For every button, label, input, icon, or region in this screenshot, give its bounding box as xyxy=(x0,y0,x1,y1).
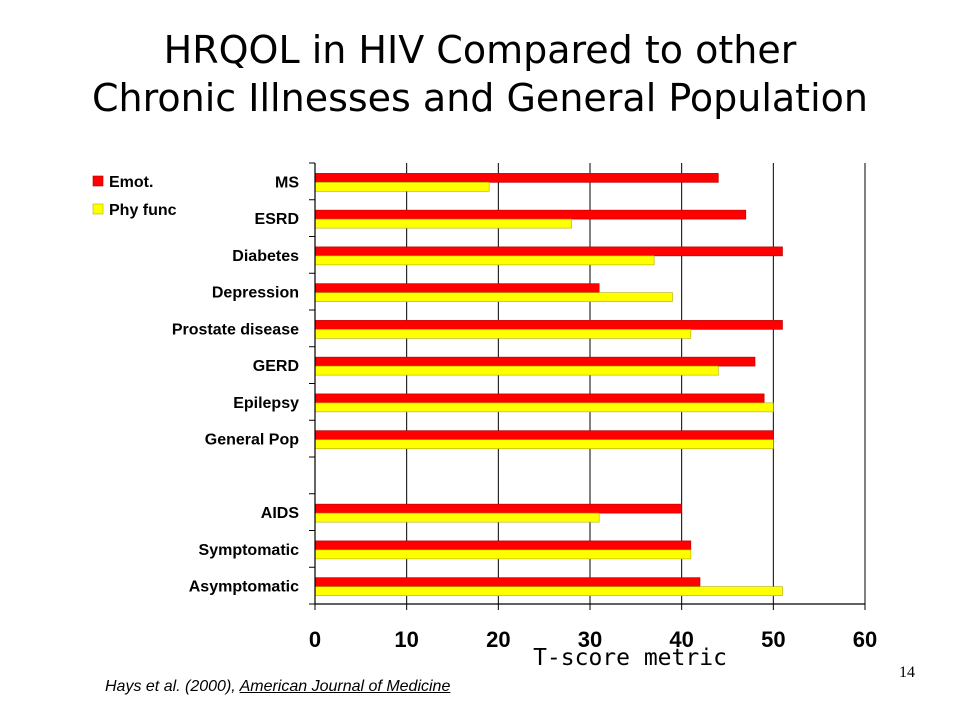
category-label: ESRD xyxy=(255,211,299,228)
bar-phy-func xyxy=(314,586,783,596)
x-tick-label: 50 xyxy=(761,627,785,652)
bar-emot xyxy=(314,283,600,293)
category-label: GERD xyxy=(253,358,299,375)
bar-emot xyxy=(314,393,765,404)
bar-phy-func xyxy=(314,182,490,192)
bar-emot xyxy=(314,577,701,587)
category-label: Symptomatic xyxy=(199,542,300,559)
x-tick-label: 30 xyxy=(578,627,602,652)
title-line-1: HRQOL in HIV Compared to other xyxy=(163,28,797,72)
category-label: MS xyxy=(275,174,299,191)
citation: Hays et al. (2000), American Journal of … xyxy=(105,678,450,696)
bar-emot xyxy=(314,209,747,220)
legend-label-phy-func: Phy func xyxy=(109,202,177,219)
bar-phy-func xyxy=(314,292,673,302)
citation-journal: American Journal of Medicine xyxy=(239,678,451,695)
x-tick-label: 60 xyxy=(853,627,877,652)
x-tick-label: 10 xyxy=(394,627,418,652)
bar-phy-func xyxy=(314,218,572,229)
category-label: Asymptomatic xyxy=(189,579,299,596)
bar-phy-func xyxy=(314,402,774,413)
bar-emot xyxy=(314,173,719,183)
bar-phy-func xyxy=(314,255,655,266)
category-label: Depression xyxy=(212,285,299,302)
x-tick-label: 0 xyxy=(309,627,321,652)
slide-title: HRQOL in HIV Compared to other Chronic I… xyxy=(0,26,960,122)
x-tick-label: 20 xyxy=(486,627,510,652)
category-label: AIDS xyxy=(261,505,300,522)
bar-emot xyxy=(314,430,774,440)
bar-phy-func xyxy=(314,329,692,339)
bar-phy-func xyxy=(314,439,774,449)
bar-emot xyxy=(314,246,783,257)
citation-authors: Hays et al. (2000), xyxy=(105,678,240,695)
title-line-2: Chronic Illnesses and General Population xyxy=(92,76,868,120)
legend-label-emot: Emot. xyxy=(109,174,153,191)
legend-swatch-emot xyxy=(92,175,104,187)
category-label: Epilepsy xyxy=(233,395,299,412)
category-label: General Pop xyxy=(205,432,299,449)
bar-phy-func xyxy=(314,549,692,560)
category-label: Prostate disease xyxy=(172,321,299,338)
bar-emot xyxy=(314,356,756,367)
bar-emot xyxy=(314,320,783,330)
bar-phy-func xyxy=(314,512,600,523)
bar-emot xyxy=(314,503,682,514)
category-label: Diabetes xyxy=(232,248,299,265)
page-number: 14 xyxy=(899,664,915,681)
bar-emot xyxy=(314,540,692,551)
x-axis-label: T-score metric xyxy=(533,645,727,671)
legend-swatch-phy-func xyxy=(92,203,104,215)
bar-phy-func xyxy=(314,365,719,376)
x-tick-label: 40 xyxy=(669,627,693,652)
